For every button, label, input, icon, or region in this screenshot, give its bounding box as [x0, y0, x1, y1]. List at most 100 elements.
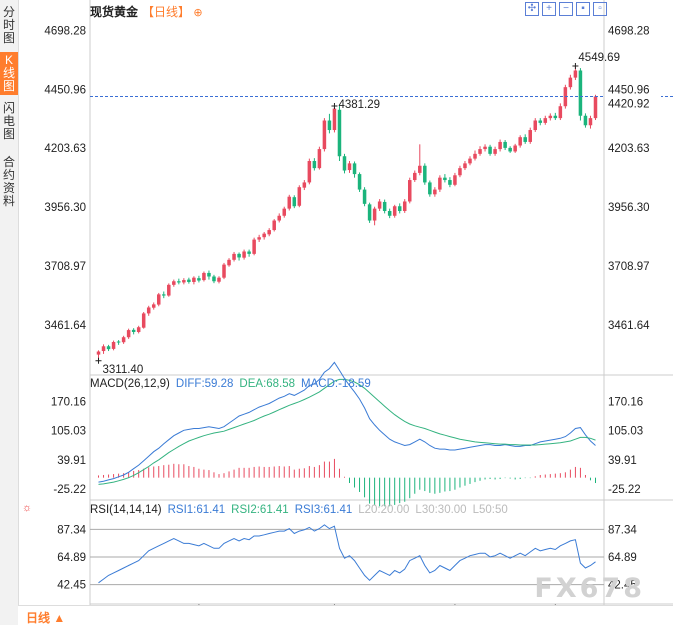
macd-diff-label: DIFF:59.28 — [175, 378, 234, 390]
candle-body — [443, 177, 447, 181]
candle-body — [116, 341, 121, 343]
rsi-legend: RSI(14,14,14) RSI1:61.41 RSI2:61.41 RSI3:61… — [90, 504, 514, 516]
candle-body — [438, 177, 442, 190]
macd-axis-right-label: 105.03 — [608, 426, 643, 438]
candle-body — [197, 278, 201, 281]
candle-body — [156, 294, 161, 305]
candle-body — [327, 120, 332, 131]
candle-body — [312, 160, 317, 169]
macd-dea-line — [98, 378, 596, 485]
candle-body — [337, 109, 342, 157]
candle-body — [498, 141, 502, 150]
candle-body — [101, 346, 106, 352]
candle-body — [428, 182, 432, 195]
macd-axis-left-label: 170.16 — [51, 397, 86, 409]
tab-kline[interactable]: K线图 — [0, 52, 18, 95]
candle-body — [548, 115, 553, 119]
macd-dea-label: DEA:68.58 — [239, 378, 296, 390]
candle-body — [578, 70, 583, 116]
candle-body — [347, 163, 352, 171]
tab-intraday[interactable]: 分时图 — [2, 5, 15, 45]
crosshair-icon[interactable]: ✣ — [525, 2, 539, 16]
candle-body — [217, 277, 221, 282]
rsi-axis-right-label: 64.89 — [608, 552, 637, 564]
candle-body — [508, 147, 512, 152]
add-icon[interactable]: ⊕ — [193, 7, 203, 19]
reset-icon[interactable]: ▫ — [593, 2, 607, 16]
zoom-out-icon[interactable]: − — [559, 2, 573, 16]
candle-body — [177, 281, 181, 283]
settings-gear-icon[interactable]: ☼ — [22, 502, 33, 514]
candle-body — [533, 120, 538, 131]
tab-contract-info[interactable]: 合约资料 — [2, 155, 15, 208]
candle-body — [463, 163, 467, 169]
candle-body — [538, 120, 543, 123]
candle-body — [317, 149, 322, 169]
low-price-label: 3311.40 — [103, 364, 144, 376]
macd-axis-right-label: -25.22 — [608, 484, 641, 496]
candle-body — [433, 189, 437, 195]
price-axis-left-label: 4698.28 — [44, 25, 86, 37]
macd-axis-left-label: 105.03 — [51, 426, 86, 438]
candle-body — [448, 180, 452, 185]
macd-title: MACD(26,12,9) — [90, 378, 170, 390]
candle-body — [151, 304, 156, 308]
candle-body — [121, 337, 126, 343]
price-axis-right-label: 3461.64 — [608, 320, 650, 332]
candle-body — [252, 239, 256, 254]
candle-body — [302, 182, 307, 188]
candle-body — [488, 146, 492, 154]
candle-body — [237, 253, 241, 258]
macd-axis-left-label: 39.91 — [57, 455, 86, 467]
rsi-axis-left-label: 42.45 — [57, 580, 86, 592]
period-high-label: 4549.69 — [578, 52, 620, 64]
zoom-in-icon[interactable]: + — [542, 2, 556, 16]
candle-body — [483, 146, 487, 150]
price-axis-left-label: 4450.96 — [44, 84, 86, 96]
candle-body — [493, 149, 497, 154]
candle-body — [362, 189, 367, 204]
candle-body — [503, 141, 507, 148]
tab-lightning[interactable]: 闪电图 — [2, 101, 15, 141]
price-axis-left-label: 4203.63 — [44, 143, 86, 155]
candle-body — [96, 351, 101, 355]
candle-body — [528, 130, 532, 142]
rsi-axis-left-label: 87.34 — [57, 524, 86, 536]
candle-body — [418, 165, 422, 173]
candle-body — [257, 237, 261, 240]
rsi-line — [98, 524, 596, 584]
left-tab-bar: 分时图 K线图 闪电图 合约资料 — [0, 0, 19, 625]
candle-body — [593, 96, 598, 119]
candle-body — [141, 313, 146, 328]
swing-high-label: 4381.29 — [338, 99, 380, 111]
period-selector-button[interactable]: 日线 ▲ — [26, 611, 66, 625]
candle-body — [242, 251, 246, 258]
candle-body — [478, 149, 482, 154]
candle-body — [146, 307, 151, 314]
price-axis-right-label: 4698.28 — [608, 25, 650, 37]
candle-body — [232, 253, 236, 260]
price-axis-right-label: 3708.97 — [608, 261, 650, 273]
candle-body — [397, 206, 402, 212]
candle-body — [583, 115, 588, 126]
rsi-title: RSI(14,14,14) — [90, 504, 162, 516]
candle-body — [352, 163, 357, 175]
l30-label: L30:30.00 — [415, 504, 467, 516]
watermark-logo: FX678 — [534, 573, 645, 604]
rsi-axis-left-label: 64.89 — [57, 552, 86, 564]
fit-icon[interactable]: ▪ — [576, 2, 590, 16]
candle-body — [332, 108, 337, 131]
candle-body — [131, 329, 136, 332]
candle-body — [207, 272, 211, 277]
price-axis-left-label: 3956.30 — [44, 202, 86, 214]
price-axis-right-label: 4450.96 — [608, 84, 650, 96]
candle-body — [187, 279, 191, 282]
last-price-tag: 4420.92 — [608, 98, 650, 110]
chart-toolbar: ✣ + − ▪ ▫ — [525, 2, 607, 16]
low-marker-icon — [95, 357, 102, 364]
instrument-title: 现货黄金 — [90, 5, 139, 19]
candle-body — [407, 180, 412, 202]
rsi2-label: RSI2:61.41 — [231, 504, 289, 516]
candle-body — [297, 187, 302, 206]
